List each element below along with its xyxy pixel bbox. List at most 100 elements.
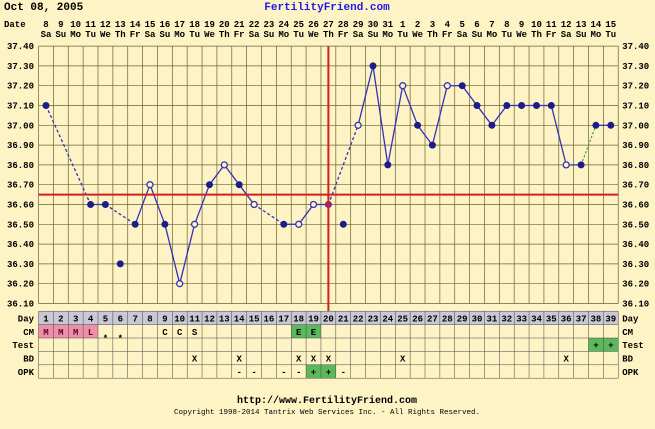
svg-text:CM: CM — [23, 328, 34, 338]
svg-text:-: - — [341, 368, 346, 378]
svg-text:27: 27 — [427, 314, 438, 324]
svg-text:Day: Day — [18, 314, 35, 324]
svg-text:38: 38 — [590, 314, 601, 324]
svg-text:36.10: 36.10 — [622, 300, 649, 310]
svg-text:22: 22 — [249, 20, 260, 30]
svg-text:7: 7 — [489, 20, 494, 30]
svg-text:1: 1 — [43, 314, 49, 324]
svg-text:L: L — [88, 328, 93, 338]
svg-text:Oct 08, 2005: Oct 08, 2005 — [4, 2, 84, 14]
svg-text:Day: Day — [622, 314, 639, 324]
svg-text:17: 17 — [278, 314, 289, 324]
svg-text:18: 18 — [293, 314, 304, 324]
svg-text:6: 6 — [118, 314, 123, 324]
svg-text:4: 4 — [445, 20, 451, 30]
svg-text:37.20: 37.20 — [7, 82, 34, 92]
svg-text:36: 36 — [561, 314, 572, 324]
svg-text:X: X — [236, 355, 242, 365]
svg-text:X: X — [192, 355, 198, 365]
svg-text:Th: Th — [115, 30, 126, 40]
svg-text:OPK: OPK — [18, 368, 35, 378]
svg-text:Su: Su — [55, 30, 66, 40]
svg-text:36.70: 36.70 — [7, 181, 34, 191]
svg-text:Date: Date — [4, 20, 26, 30]
svg-text:Tu: Tu — [605, 30, 616, 40]
svg-text:Sa: Sa — [457, 30, 468, 40]
svg-text:9: 9 — [58, 20, 63, 30]
svg-text:+: + — [593, 341, 598, 351]
svg-text:25: 25 — [397, 314, 408, 324]
svg-text:37.00: 37.00 — [622, 121, 649, 131]
svg-text:39: 39 — [605, 314, 616, 324]
svg-text:M: M — [58, 328, 63, 338]
svg-text:Mo: Mo — [174, 30, 185, 40]
svg-text:7: 7 — [132, 314, 137, 324]
svg-text:37: 37 — [576, 314, 587, 324]
svg-text:28: 28 — [442, 314, 453, 324]
svg-text:13: 13 — [219, 314, 230, 324]
svg-text:37.30: 37.30 — [7, 62, 34, 72]
svg-text:10: 10 — [174, 314, 185, 324]
svg-text:13: 13 — [576, 20, 587, 30]
svg-text:S: S — [192, 328, 198, 338]
svg-text:We: We — [308, 30, 319, 40]
svg-text:29: 29 — [353, 20, 364, 30]
svg-text:15: 15 — [249, 314, 260, 324]
svg-text:11: 11 — [85, 20, 96, 30]
svg-text:9: 9 — [162, 314, 167, 324]
svg-text:37.40: 37.40 — [622, 42, 649, 52]
svg-text:31: 31 — [486, 314, 497, 324]
svg-text:36.50: 36.50 — [622, 220, 649, 230]
svg-text:Su: Su — [576, 30, 587, 40]
svg-text:17: 17 — [174, 20, 185, 30]
svg-text:Th: Th — [323, 30, 334, 40]
svg-text:X: X — [296, 355, 302, 365]
svg-text:36.70: 36.70 — [622, 181, 649, 191]
svg-text:*: * — [103, 334, 108, 344]
svg-text:30: 30 — [472, 314, 483, 324]
svg-text:31: 31 — [382, 20, 393, 30]
svg-text:-: - — [236, 368, 241, 378]
svg-text:Su: Su — [368, 30, 379, 40]
svg-text:35: 35 — [546, 314, 557, 324]
svg-text:15: 15 — [605, 20, 616, 30]
svg-text:36.20: 36.20 — [622, 280, 649, 290]
svg-text:36.50: 36.50 — [7, 220, 34, 230]
svg-text:20: 20 — [219, 20, 230, 30]
svg-text:37.10: 37.10 — [7, 102, 34, 112]
svg-text:X: X — [563, 355, 569, 365]
svg-text:36.40: 36.40 — [622, 240, 649, 250]
svg-text:26: 26 — [308, 20, 319, 30]
svg-text:36.30: 36.30 — [622, 260, 649, 270]
svg-text:37.20: 37.20 — [622, 82, 649, 92]
svg-text:Su: Su — [472, 30, 483, 40]
svg-text:2: 2 — [58, 314, 63, 324]
svg-text:14: 14 — [130, 20, 141, 30]
svg-text:16: 16 — [159, 20, 170, 30]
svg-text:36.60: 36.60 — [622, 201, 649, 211]
svg-text:26: 26 — [412, 314, 423, 324]
svg-text:Fr: Fr — [130, 30, 141, 40]
svg-text:Th: Th — [531, 30, 542, 40]
svg-text:Fr: Fr — [442, 30, 453, 40]
svg-text:3: 3 — [430, 20, 435, 30]
svg-text:5: 5 — [103, 314, 108, 324]
svg-text:Mo: Mo — [486, 30, 497, 40]
svg-text:16: 16 — [263, 314, 274, 324]
svg-text:Mo: Mo — [278, 30, 289, 40]
svg-text:36.60: 36.60 — [7, 201, 34, 211]
svg-text:Sa: Sa — [249, 30, 260, 40]
svg-text:+: + — [311, 368, 316, 378]
svg-text:Fr: Fr — [234, 30, 245, 40]
svg-text:-: - — [281, 368, 286, 378]
svg-text:18: 18 — [189, 20, 200, 30]
svg-text:8: 8 — [504, 20, 509, 30]
svg-text:36.10: 36.10 — [7, 300, 34, 310]
svg-text:C: C — [177, 328, 183, 338]
svg-text:19: 19 — [308, 314, 319, 324]
svg-text:Mo: Mo — [590, 30, 601, 40]
svg-text:11: 11 — [189, 314, 200, 324]
svg-text:Test: Test — [622, 341, 644, 351]
svg-text:24: 24 — [382, 314, 393, 324]
svg-text:15: 15 — [145, 20, 156, 30]
